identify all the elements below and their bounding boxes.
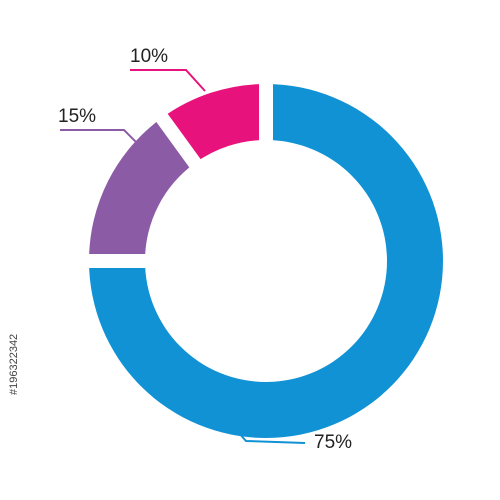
value-label: 10%	[130, 46, 168, 67]
leader-line	[130, 69, 206, 92]
leader-line	[60, 129, 141, 147]
donut-segment	[89, 84, 443, 438]
value-label: 75%	[314, 432, 352, 453]
watermark-id: #196322342	[8, 334, 20, 395]
segment-gap	[153, 110, 203, 171]
leader-line	[231, 424, 306, 444]
value-label: 15%	[58, 106, 96, 127]
donut-segment	[89, 117, 195, 262]
